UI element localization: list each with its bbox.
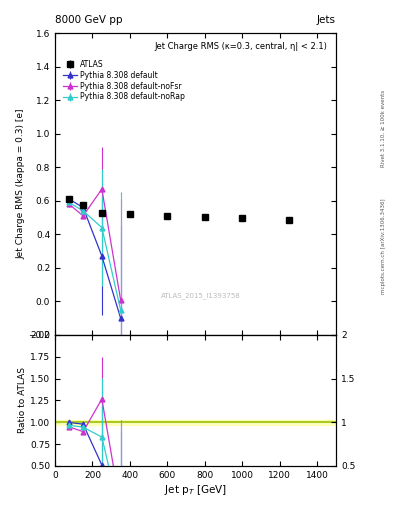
Text: Jet Charge RMS (κ=0.3, central, η| < 2.1): Jet Charge RMS (κ=0.3, central, η| < 2.1… [155, 42, 328, 51]
Y-axis label: Ratio to ATLAS: Ratio to ATLAS [18, 368, 27, 433]
Text: 8000 GeV pp: 8000 GeV pp [55, 14, 123, 25]
Text: mcplots.cern.ch [arXiv:1306.3436]: mcplots.cern.ch [arXiv:1306.3436] [381, 198, 386, 293]
Y-axis label: Jet Charge RMS (kappa = 0.3) [e]: Jet Charge RMS (kappa = 0.3) [e] [17, 109, 26, 259]
Text: Jets: Jets [317, 14, 336, 25]
X-axis label: Jet p$_{T}$ [GeV]: Jet p$_{T}$ [GeV] [164, 482, 227, 497]
Text: Rivet 3.1.10, ≥ 100k events: Rivet 3.1.10, ≥ 100k events [381, 90, 386, 166]
Legend: ATLAS, Pythia 8.308 default, Pythia 8.308 default-noFsr, Pythia 8.308 default-no: ATLAS, Pythia 8.308 default, Pythia 8.30… [62, 58, 186, 103]
Text: ATLAS_2015_I1393758: ATLAS_2015_I1393758 [161, 292, 241, 299]
Bar [55, 420, 336, 425]
